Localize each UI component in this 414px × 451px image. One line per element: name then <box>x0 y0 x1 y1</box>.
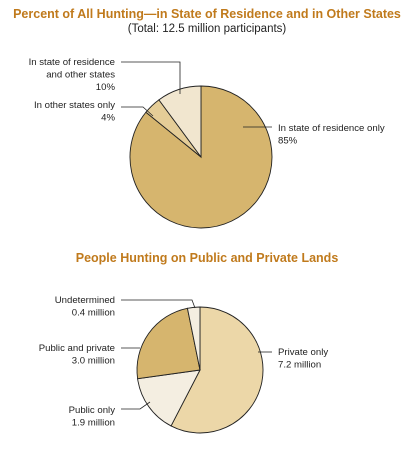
chart2-leader-1 <box>121 401 151 410</box>
chart2-label-1-line-0: Public only <box>69 405 116 416</box>
chart2-leader-3 <box>121 299 196 309</box>
chart1-slice-2 <box>158 85 202 159</box>
chart1-leader-1 <box>121 106 154 117</box>
chart2-label-0-line-1: 7.2 million <box>278 360 321 371</box>
chart2-title: People Hunting on Public and Private Lan… <box>76 251 339 265</box>
chart1-label-0-line-0: In state of residence only <box>278 123 385 134</box>
chart1-title: Percent of All Hunting—in State of Resid… <box>13 7 401 21</box>
chart2-pie <box>136 306 264 434</box>
chart1-label-0-line-1: 85% <box>278 136 298 147</box>
chart2-label-3-line-1: 0.4 million <box>72 308 115 319</box>
chart1-labels: In state of residence only 85% In other st… <box>29 57 385 147</box>
chart2-label-0-line-0: Private only <box>278 347 328 358</box>
chart2-slice-0 <box>170 306 264 434</box>
chart2-slice-1 <box>137 369 201 427</box>
chart2-label-2-line-0: Public and private <box>39 343 115 354</box>
chart2-slice-2 <box>136 307 201 380</box>
chart1-label-2-line-1: and other states <box>46 70 115 81</box>
chart2-labels: Private only 7.2 million Public only 1.9 mi… <box>39 295 329 429</box>
chart1-label-2-line-2: 10% <box>96 82 116 93</box>
chart1-label-1-line-0: In other states only <box>34 100 115 111</box>
chart1-pie <box>129 85 273 229</box>
chart1-subtitle: (Total: 12.5 million participants) <box>128 23 287 35</box>
chart2-label-2-line-1: 3.0 million <box>72 356 115 367</box>
chart1-label-2-line-0: In state of residence <box>29 57 115 68</box>
chart2-label-3-line-0: Undetermined <box>55 295 115 306</box>
chart2-slice-3 <box>186 306 201 371</box>
chart2-label-1-line-1: 1.9 million <box>72 418 115 429</box>
chart1-label-1-line-1: 4% <box>101 113 115 124</box>
chart1-leader-2 <box>121 61 181 94</box>
